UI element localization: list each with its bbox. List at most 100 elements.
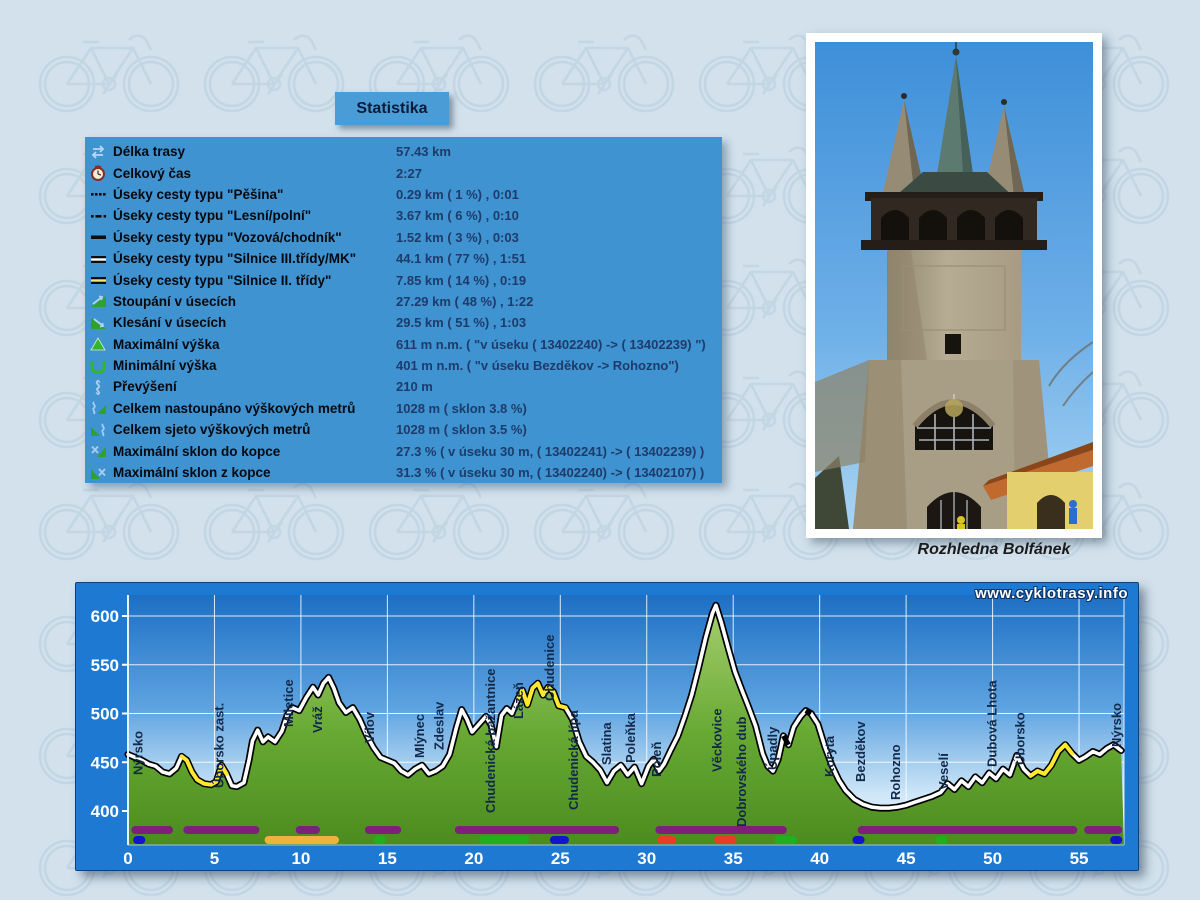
double-white-icon bbox=[91, 255, 106, 263]
stat-value: 27.3 % ( v úseku 30 m, ( 13402241) -> ( … bbox=[396, 443, 705, 459]
stat-row: Úseky cesty typu "Silnice II. třídy" 7.85… bbox=[85, 269, 722, 290]
svg-text:Vráž: Vráž bbox=[310, 706, 325, 733]
stat-row: Celkem nastoupáno výškových metrů 1028 m … bbox=[85, 398, 722, 419]
stat-label: Úseky cesty typu "Silnice III.třídy/MK" bbox=[113, 251, 357, 267]
stat-row: Maximální výška 611 m n.m. ( "v úseku ( 1… bbox=[85, 334, 722, 355]
stat-value: 401 m n.m. ( "v úseku Bezděkov -> Rohozn… bbox=[396, 358, 679, 374]
stat-row: Převýšení 210 m bbox=[85, 376, 722, 397]
svg-text:600: 600 bbox=[91, 607, 119, 626]
stat-value: 611 m n.m. ( "v úseku ( 13402240) -> ( 1… bbox=[396, 336, 706, 352]
stat-label: Celkem sjeto výškových metrů bbox=[113, 422, 311, 438]
stat-label: Délka trasy bbox=[113, 144, 186, 160]
stat-value: 31.3 % ( v úseku 30 m, ( 13402240) -> ( … bbox=[396, 465, 705, 481]
statistics-rows: Délka trasy 57.43 km Celkový čas 2:27 Úseky … bbox=[85, 137, 722, 483]
svg-text:Úborsko zast.: Úborsko zast. bbox=[212, 703, 227, 788]
stat-label: Maximální výška bbox=[113, 336, 220, 352]
stat-row: Úseky cesty typu "Pěšina" 0.29 km ( 1 %) … bbox=[85, 184, 722, 205]
stat-label: Úseky cesty typu "Silnice II. třídy" bbox=[113, 272, 332, 288]
svg-text:Chudenice: Chudenice bbox=[542, 635, 557, 701]
svg-text:35: 35 bbox=[724, 849, 743, 868]
stat-value: 2:27 bbox=[396, 165, 423, 181]
tower-photo-illustration bbox=[815, 42, 1093, 529]
svg-text:Chudenická lípa: Chudenická lípa bbox=[566, 710, 581, 810]
chart-watermark: www.cyklotrasy.info bbox=[975, 585, 1128, 602]
svg-text:450: 450 bbox=[91, 753, 119, 772]
stat-row: Celkový čas 2:27 bbox=[85, 162, 722, 183]
stat-value: 210 m bbox=[396, 379, 433, 395]
svg-text:Nýrsko: Nýrsko bbox=[1109, 703, 1124, 747]
svg-text:550: 550 bbox=[91, 656, 119, 675]
descent-ramp-icon bbox=[91, 317, 106, 329]
maxslope-up-icon bbox=[91, 446, 106, 458]
stat-label: Úseky cesty typu "Lesní/polní" bbox=[113, 208, 312, 224]
stat-value: 44.1 km ( 77 %) , 1:51 bbox=[396, 251, 527, 267]
svg-text:400: 400 bbox=[91, 802, 119, 821]
dots-line-icon bbox=[91, 193, 106, 197]
svg-text:0: 0 bbox=[123, 849, 132, 868]
climb-total-icon bbox=[92, 401, 106, 415]
svg-text:30: 30 bbox=[637, 849, 656, 868]
peak-icon bbox=[90, 337, 106, 351]
svg-text:Rohozno: Rohozno bbox=[888, 744, 903, 800]
svg-text:Úpadly: Úpadly bbox=[765, 726, 780, 770]
stat-row: Klesání v úsecích 29.5 km ( 51 %) , 1:03 bbox=[85, 312, 722, 333]
svg-text:Veselí: Veselí bbox=[936, 753, 951, 790]
svg-text:Koryta: Koryta bbox=[822, 735, 837, 777]
stat-row: Stoupání v úsecích 27.29 km ( 48 %) , 1:2… bbox=[85, 291, 722, 312]
stat-row: Minimální výška 401 m n.m. ( "v úseku Bez… bbox=[85, 355, 722, 376]
svg-text:Mlýnec: Mlýnec bbox=[412, 714, 427, 758]
stat-label: Převýšení bbox=[113, 379, 177, 395]
svg-text:Chudenická bažantnice: Chudenická bažantnice bbox=[483, 669, 498, 813]
tab-statistika[interactable]: Statistika bbox=[335, 92, 449, 125]
clock-icon bbox=[91, 165, 105, 182]
svg-text:45: 45 bbox=[897, 849, 916, 868]
stat-label: Maximální sklon z kopce bbox=[113, 465, 271, 481]
stat-label: Maximální sklon do kopce bbox=[113, 443, 281, 459]
svg-text:Dobrovského dub: Dobrovského dub bbox=[734, 716, 749, 827]
svg-text:15: 15 bbox=[378, 849, 397, 868]
stat-label: Celkový čas bbox=[113, 165, 192, 181]
stat-row: Délka trasy 57.43 km bbox=[85, 141, 722, 162]
double-yellow-icon bbox=[91, 277, 106, 285]
photo-caption: Rozhledna Bolfánek bbox=[917, 541, 1071, 558]
svg-text:Miletice: Miletice bbox=[281, 679, 296, 727]
svg-text:25: 25 bbox=[551, 849, 570, 868]
statistics-panel: Délka trasy 57.43 km Celkový čas 2:27 Úseky … bbox=[85, 137, 722, 483]
stat-value: 0.29 km ( 1 %) , 0:01 bbox=[396, 186, 519, 202]
stat-row: Úseky cesty typu "Silnice III.třídy/MK" 4… bbox=[85, 248, 722, 269]
stat-value: 7.85 km ( 14 %) , 0:19 bbox=[396, 272, 527, 288]
stat-value: 29.5 km ( 51 %) , 1:03 bbox=[396, 315, 527, 331]
ascent-ramp-icon bbox=[91, 295, 106, 308]
stat-value: 3.67 km ( 6 %) , 0:10 bbox=[396, 208, 519, 224]
stat-value: 1028 m ( sklon 3.5 %) bbox=[396, 422, 527, 438]
svg-text:Zdeslav: Zdeslav bbox=[431, 701, 446, 750]
stat-row: Celkem sjeto výškových metrů 1028 m ( skl… bbox=[85, 419, 722, 440]
svg-text:Poleň: Poleň bbox=[649, 742, 664, 777]
stat-row: Maximální sklon z kopce 31.3 % ( v úseku … bbox=[85, 462, 722, 483]
svg-text:20: 20 bbox=[464, 849, 483, 868]
elevation-chart-svg: Nýrsko Úborsko zast. Miletice Vráž Vílov Mlýn… bbox=[91, 595, 1125, 868]
svg-text:Nýrsko: Nýrsko bbox=[130, 731, 145, 775]
stat-row: Úseky cesty typu "Lesní/polní" 3.67 km ( … bbox=[85, 205, 722, 226]
stat-row: Maximální sklon do kopce 27.3 % ( v úseku… bbox=[85, 440, 722, 461]
stat-value: 1.52 km ( 3 %) , 0:03 bbox=[396, 229, 519, 245]
stat-label: Stoupání v úsecích bbox=[113, 293, 237, 309]
dashdot-line-icon bbox=[91, 214, 107, 218]
stat-label: Klesání v úsecích bbox=[113, 315, 227, 331]
svg-text:Dubová Lhota: Dubová Lhota bbox=[985, 680, 1000, 767]
stat-label: Úseky cesty typu "Pěšina" bbox=[113, 186, 284, 202]
stat-label: Celkem nastoupáno výškových metrů bbox=[113, 400, 356, 416]
stat-row: Úseky cesty typu "Vozová/chodník" 1.52 km… bbox=[85, 227, 722, 248]
svg-text:55: 55 bbox=[1070, 849, 1089, 868]
svg-text:Lázeň: Lázeň bbox=[511, 682, 526, 719]
descend-total-icon bbox=[91, 423, 105, 437]
svg-text:Bezděkov: Bezděkov bbox=[853, 721, 868, 782]
stat-value: 27.29 km ( 48 %) , 1:22 bbox=[396, 293, 534, 309]
svg-text:Vílov: Vílov bbox=[362, 711, 377, 743]
maxslope-down-icon bbox=[91, 467, 106, 479]
svg-text:5: 5 bbox=[210, 849, 219, 868]
valley-icon bbox=[90, 360, 106, 374]
svg-text:500: 500 bbox=[91, 705, 119, 724]
tower-photo bbox=[806, 33, 1102, 538]
stat-label: Úseky cesty typu "Vozová/chodník" bbox=[113, 229, 342, 245]
